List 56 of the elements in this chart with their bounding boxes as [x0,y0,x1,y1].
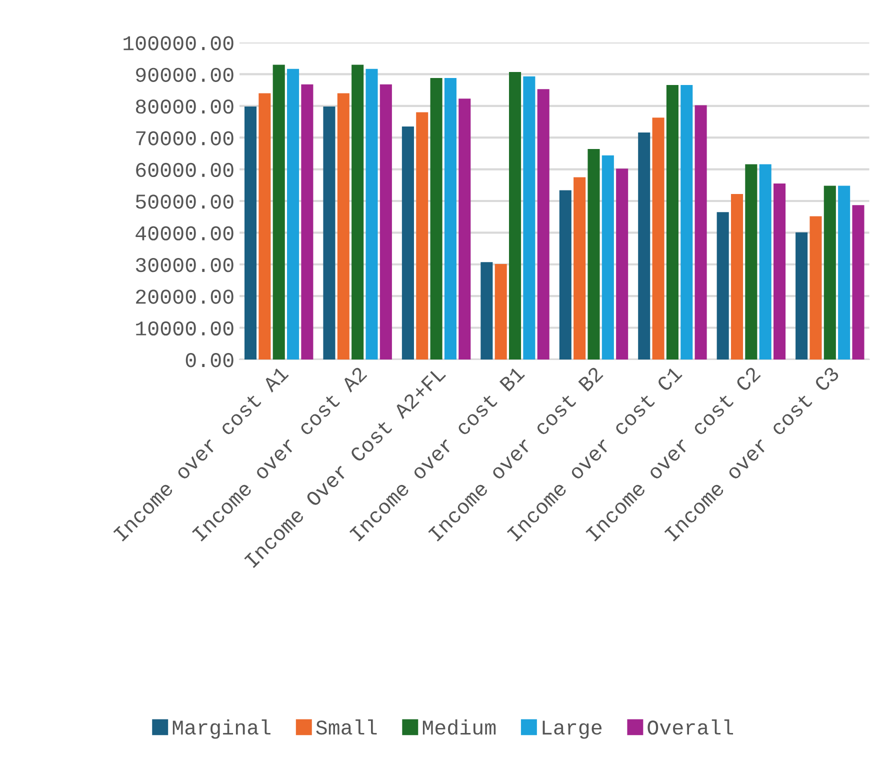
bar [430,78,442,360]
y-tick-label: 70000.00 [136,131,234,146]
bar [366,68,378,360]
bar [380,84,392,360]
bar [523,76,536,360]
bar [588,149,600,360]
bar [730,194,744,360]
bar [559,190,572,360]
bar [258,93,271,360]
bar [508,72,522,360]
bar [616,168,628,360]
bar [680,84,693,360]
bar [602,155,614,360]
bar [537,89,550,360]
bar [773,184,786,360]
y-tick-label: 100000.00 [124,36,234,50]
bar [694,105,707,360]
bar [287,68,300,360]
y-tick-label: 40000.00 [136,226,234,240]
bar [301,84,314,360]
bar [337,93,350,360]
legend-label: Overall [648,719,734,735]
y-tick-label: 50000.00 [136,194,234,209]
legend-label: Large [542,720,602,739]
legend-label: Small [316,719,377,735]
bar [838,186,850,360]
bar [480,262,493,360]
bar [416,112,428,360]
bar [402,126,414,360]
bar [666,84,678,360]
y-tick-label: 10000.00 [136,321,234,336]
legend-label: Medium [422,719,496,735]
bar [574,177,586,360]
bar [458,98,471,360]
bar [852,205,864,360]
y-tick-label: 60000.00 [136,162,234,178]
bar [716,212,729,360]
bar [796,232,808,360]
bar [272,64,285,360]
bar [745,164,758,360]
y-tick-label: 80000.00 [136,100,234,114]
bar [352,64,364,360]
bar [824,186,836,360]
bar [244,106,257,360]
bar [494,264,507,360]
y-tick-label: 90000.00 [136,68,234,82]
y-tick-label: 30000.00 [136,258,234,272]
legend-label: Marginal [172,719,270,739]
y-tick-label: 0.00 [186,353,234,368]
bar [759,164,772,360]
bar [652,118,664,360]
bar [444,78,456,360]
bar [810,216,822,360]
bar [638,132,650,360]
y-tick-label: 20000.00 [136,290,234,304]
bar [323,106,336,360]
